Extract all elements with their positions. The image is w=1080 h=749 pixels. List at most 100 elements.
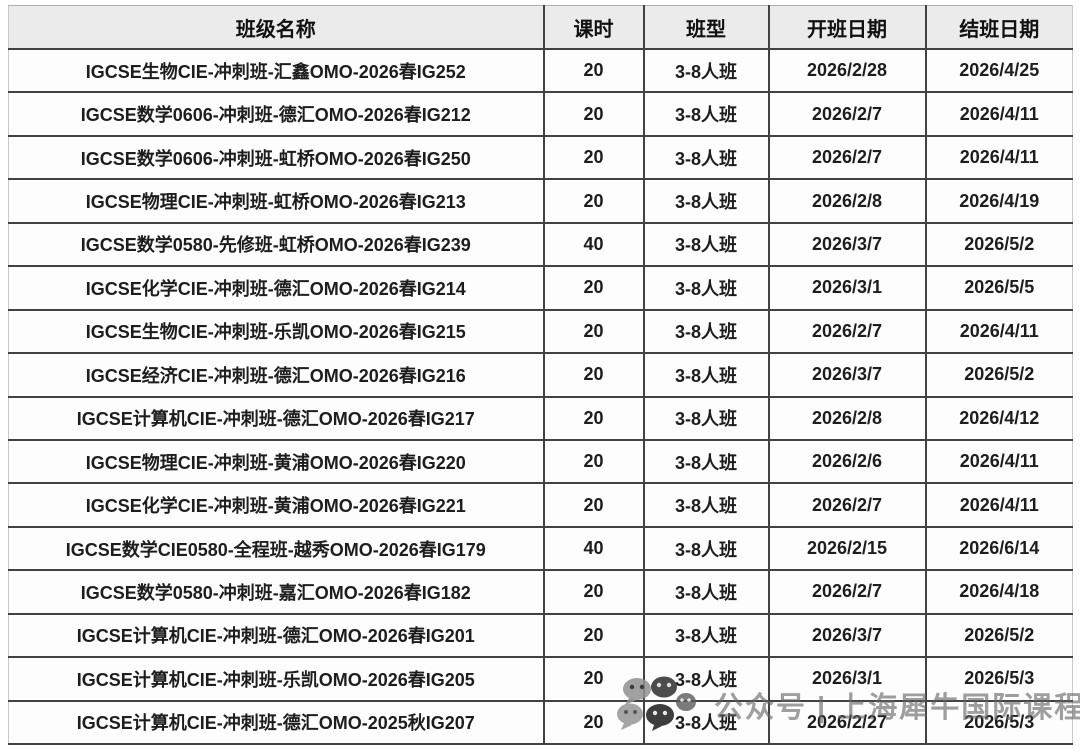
- class-type-cell: 3-8人班: [642, 134, 770, 181]
- class-name-cell: IGCSE物理CIE-冲刺班-虹桥OMO-2026春IG213: [8, 178, 545, 224]
- class-name-cell: IGCSE数学CIE0580-全程班-越秀OMO-2026春IG179: [8, 525, 545, 572]
- start-date-cell: 2026/2/8: [767, 178, 927, 224]
- end-date-cell: 2026/5/3: [924, 656, 1073, 702]
- end-date-cell: 2026/4/11: [924, 134, 1073, 181]
- end-date-cell: 2026/4/25: [924, 47, 1073, 94]
- table-row: IGCSE计算机CIE-冲刺班-德汇OMO-2026春IG217 20 3-8人…: [8, 395, 1073, 441]
- class-type-cell: 3-8人班: [642, 699, 770, 746]
- start-date-cell: 2026/3/7: [767, 352, 927, 398]
- col-header-start-date: 开班日期: [767, 5, 927, 50]
- col-header-class-name: 班级名称: [8, 5, 545, 50]
- hours-cell: 40: [542, 525, 645, 572]
- table-row: IGCSE计算机CIE-冲刺班-德汇OMO-2025秋IG207 20 3-8人…: [8, 699, 1073, 746]
- hours-cell: 40: [542, 221, 645, 268]
- col-header-class-type: 班型: [642, 5, 770, 50]
- end-date-cell: 2026/4/18: [924, 569, 1073, 615]
- class-type-cell: 3-8人班: [642, 612, 770, 659]
- table-row: IGCSE物理CIE-冲刺班-黄浦OMO-2026春IG220 20 3-8人班…: [8, 438, 1073, 485]
- start-date-cell: 2026/2/7: [767, 91, 927, 137]
- class-type-cell: 3-8人班: [642, 352, 770, 398]
- col-header-end-date: 结班日期: [924, 5, 1073, 50]
- class-name-cell: IGCSE经济CIE-冲刺班-德汇OMO-2026春IG216: [8, 352, 545, 398]
- class-type-cell: 3-8人班: [642, 178, 770, 224]
- end-date-cell: 2026/5/2: [924, 612, 1073, 659]
- table-row: IGCSE计算机CIE-冲刺班-德汇OMO-2026春IG201 20 3-8人…: [8, 612, 1073, 659]
- start-date-cell: 2026/3/1: [767, 265, 927, 311]
- class-name-cell: IGCSE计算机CIE-冲刺班-德汇OMO-2026春IG217: [8, 395, 545, 441]
- start-date-cell: 2026/3/7: [767, 612, 927, 659]
- table-row: IGCSE经济CIE-冲刺班-德汇OMO-2026春IG216 20 3-8人班…: [8, 352, 1073, 398]
- class-type-cell: 3-8人班: [642, 395, 770, 441]
- col-header-hours: 课时: [542, 5, 645, 50]
- hours-cell: 20: [542, 612, 645, 659]
- table-row: IGCSE数学0580-冲刺班-嘉汇OMO-2026春IG182 20 3-8人…: [8, 569, 1073, 615]
- class-name-cell: IGCSE化学CIE-冲刺班-黄浦OMO-2026春IG221: [8, 482, 545, 528]
- hours-cell: 20: [542, 656, 645, 702]
- table-row: IGCSE数学0606-冲刺班-虹桥OMO-2026春IG250 20 3-8人…: [8, 134, 1073, 181]
- class-type-cell: 3-8人班: [642, 308, 770, 355]
- hours-cell: 20: [542, 438, 645, 485]
- start-date-cell: 2026/3/1: [767, 656, 927, 702]
- class-name-cell: IGCSE计算机CIE-冲刺班-乐凯OMO-2026春IG205: [8, 656, 545, 702]
- hours-cell: 20: [542, 395, 645, 441]
- start-date-cell: 2026/2/7: [767, 134, 927, 181]
- table-row: IGCSE化学CIE-冲刺班-黄浦OMO-2026春IG221 20 3-8人班…: [8, 482, 1073, 528]
- end-date-cell: 2026/5/5: [924, 265, 1073, 311]
- hours-cell: 20: [542, 134, 645, 181]
- class-type-cell: 3-8人班: [642, 569, 770, 615]
- hours-cell: 20: [542, 352, 645, 398]
- end-date-cell: 2026/5/2: [924, 221, 1073, 268]
- hours-cell: 20: [542, 699, 645, 746]
- table-row: IGCSE计算机CIE-冲刺班-乐凯OMO-2026春IG205 20 3-8人…: [8, 656, 1073, 702]
- start-date-cell: 2026/2/27: [767, 699, 927, 746]
- class-name-cell: IGCSE数学0580-先修班-虹桥OMO-2026春IG239: [8, 221, 545, 268]
- hours-cell: 20: [542, 569, 645, 615]
- start-date-cell: 2026/2/7: [767, 308, 927, 355]
- end-date-cell: 2026/4/19: [924, 178, 1073, 224]
- hours-cell: 20: [542, 178, 645, 224]
- table-row: IGCSE数学CIE0580-全程班-越秀OMO-2026春IG179 40 3…: [8, 525, 1073, 572]
- hours-cell: 20: [542, 265, 645, 311]
- class-type-cell: 3-8人班: [642, 438, 770, 485]
- table-row: IGCSE化学CIE-冲刺班-德汇OMO-2026春IG214 20 3-8人班…: [8, 265, 1073, 311]
- table-row: IGCSE生物CIE-冲刺班-乐凯OMO-2026春IG215 20 3-8人班…: [8, 308, 1073, 355]
- start-date-cell: 2026/2/28: [767, 47, 927, 94]
- class-type-cell: 3-8人班: [642, 47, 770, 94]
- end-date-cell: 2026/4/11: [924, 308, 1073, 355]
- class-type-cell: 3-8人班: [642, 265, 770, 311]
- class-name-cell: IGCSE生物CIE-冲刺班-汇鑫OMO-2026春IG252: [8, 47, 545, 94]
- table-row: IGCSE数学0606-冲刺班-德汇OMO-2026春IG212 20 3-8人…: [8, 91, 1073, 137]
- class-type-cell: 3-8人班: [642, 482, 770, 528]
- end-date-cell: 2026/6/14: [924, 525, 1073, 572]
- end-date-cell: 2026/4/11: [924, 438, 1073, 485]
- end-date-cell: 2026/4/11: [924, 91, 1073, 137]
- hours-cell: 20: [542, 482, 645, 528]
- table-row: IGCSE数学0580-先修班-虹桥OMO-2026春IG239 40 3-8人…: [8, 221, 1073, 268]
- start-date-cell: 2026/2/7: [767, 482, 927, 528]
- start-date-cell: 2026/2/6: [767, 438, 927, 485]
- class-name-cell: IGCSE数学0580-冲刺班-嘉汇OMO-2026春IG182: [8, 569, 545, 615]
- class-type-cell: 3-8人班: [642, 525, 770, 572]
- hours-cell: 20: [542, 47, 645, 94]
- start-date-cell: 2026/3/7: [767, 221, 927, 268]
- course-schedule-sheet: 班级名称 课时 班型 开班日期 结班日期 IGCSE生物CIE-冲刺班-汇鑫OM…: [8, 5, 1073, 746]
- end-date-cell: 2026/4/11: [924, 482, 1073, 528]
- class-name-cell: IGCSE计算机CIE-冲刺班-德汇OMO-2026春IG201: [8, 612, 545, 659]
- end-date-cell: 2026/5/3: [924, 699, 1073, 746]
- class-name-cell: IGCSE物理CIE-冲刺班-黄浦OMO-2026春IG220: [8, 438, 545, 485]
- end-date-cell: 2026/4/12: [924, 395, 1073, 441]
- table-row: IGCSE物理CIE-冲刺班-虹桥OMO-2026春IG213 20 3-8人班…: [8, 178, 1073, 224]
- hours-cell: 20: [542, 308, 645, 355]
- class-name-cell: IGCSE化学CIE-冲刺班-德汇OMO-2026春IG214: [8, 265, 545, 311]
- class-name-cell: IGCSE生物CIE-冲刺班-乐凯OMO-2026春IG215: [8, 308, 545, 355]
- class-name-cell: IGCSE数学0606-冲刺班-虹桥OMO-2026春IG250: [8, 134, 545, 181]
- hours-cell: 20: [542, 91, 645, 137]
- class-name-cell: IGCSE计算机CIE-冲刺班-德汇OMO-2025秋IG207: [8, 699, 545, 746]
- class-name-cell: IGCSE数学0606-冲刺班-德汇OMO-2026春IG212: [8, 91, 545, 137]
- class-type-cell: 3-8人班: [642, 656, 770, 702]
- start-date-cell: 2026/2/7: [767, 569, 927, 615]
- header-row: 班级名称 课时 班型 开班日期 结班日期: [8, 5, 1073, 50]
- course-schedule-table: 班级名称 课时 班型 开班日期 结班日期 IGCSE生物CIE-冲刺班-汇鑫OM…: [8, 5, 1073, 746]
- start-date-cell: 2026/2/8: [767, 395, 927, 441]
- start-date-cell: 2026/2/15: [767, 525, 927, 572]
